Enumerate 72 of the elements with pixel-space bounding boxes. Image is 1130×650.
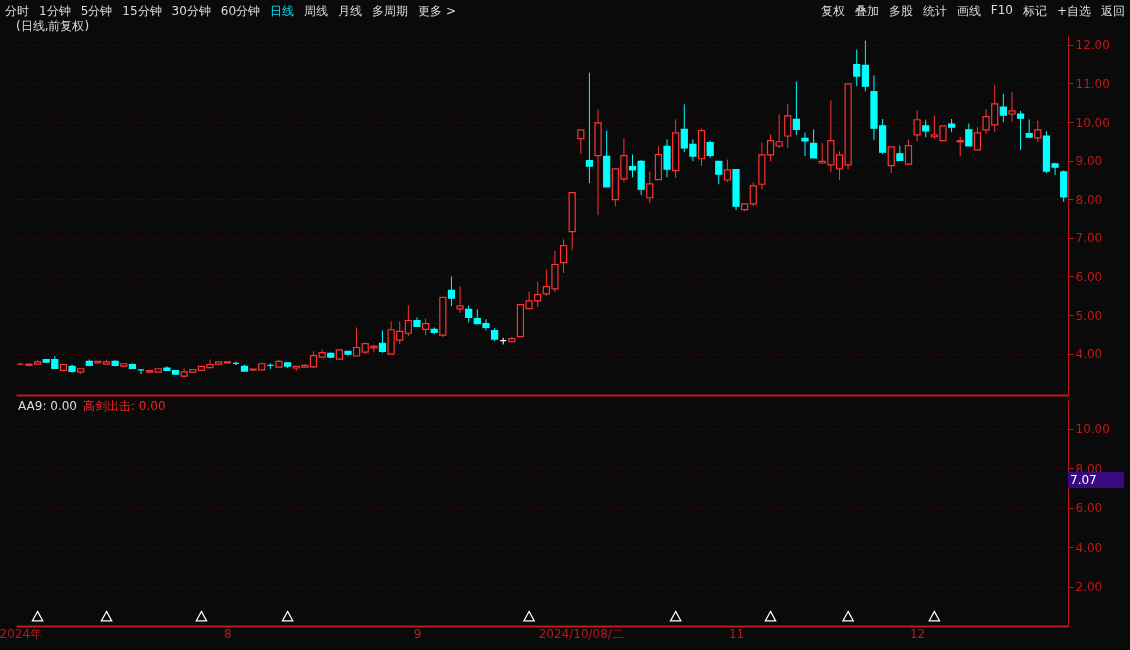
candlestick: [577, 129, 585, 155]
candlestick: [887, 146, 895, 174]
y-tick-label: 8.00: [1075, 192, 1103, 207]
text: 7.07: [1068, 472, 1124, 488]
annotation: 高剑出击: 0.00: [82, 399, 166, 413]
candlestick: [973, 126, 982, 151]
candlestick: [801, 132, 809, 157]
candlestick: [352, 326, 361, 357]
y-tick-label: 10.00: [1075, 115, 1110, 130]
y-tick-label: 4.00: [1075, 347, 1103, 362]
candlestick: [1008, 91, 1016, 122]
text: 返回: [1100, 3, 1126, 20]
candlestick: [853, 49, 861, 87]
candlestick: [749, 181, 757, 207]
candlestick: [999, 93, 1007, 123]
annotation: AA9: 0.00: [18, 399, 77, 413]
candlestick: [1016, 110, 1025, 151]
text: 多股: [887, 3, 914, 20]
y-tick-label: 12.00: [1075, 38, 1110, 53]
text: +自选: [1055, 3, 1092, 20]
text: 多周期: [371, 3, 410, 20]
y-tick-label: 10.00: [1075, 422, 1110, 437]
text: 标记: [1021, 3, 1048, 20]
y-tick-label: 4.00: [1075, 540, 1103, 555]
text: 更多 >: [417, 3, 457, 20]
text: F10: [989, 2, 1014, 19]
candlestick: [1034, 120, 1042, 143]
candlestick: [896, 145, 904, 162]
candlestick: [404, 304, 412, 337]
x-tick-label: 9: [413, 626, 422, 641]
candlestick: [965, 123, 973, 147]
candlestick: [559, 238, 568, 274]
text: 30分钟: [170, 3, 212, 20]
candlestick: [904, 138, 913, 166]
text: 月线: [337, 3, 364, 20]
text: 15分钟: [121, 3, 163, 20]
x-tick-label: 12: [909, 626, 926, 641]
candlestick: [585, 72, 594, 184]
x-tick-label: 8: [223, 626, 232, 641]
candlestick: [861, 40, 869, 92]
text: 日线: [269, 3, 296, 20]
candlestick: [447, 275, 456, 307]
y-tick-label: 7.00: [1075, 231, 1103, 246]
text: 60分钟: [219, 3, 262, 20]
candlestick: [784, 103, 792, 149]
text: 分时: [4, 3, 30, 20]
candlestick: [792, 81, 800, 136]
text: 叠加: [853, 3, 880, 20]
candlestick: [715, 160, 723, 185]
candlestick: [723, 159, 732, 183]
text: 画线: [955, 3, 982, 20]
candlestick: [663, 138, 671, 178]
text: 周线: [303, 3, 330, 20]
y-tick-label: 9.00: [1075, 154, 1103, 169]
y-tick-label: 5.00: [1075, 308, 1103, 323]
y-tick-label: 6.00: [1075, 269, 1103, 284]
x-tick-label: 2024/10/08/二: [538, 626, 624, 641]
candlestick: [456, 286, 464, 314]
y-tick-label: 2.00: [1075, 580, 1103, 595]
text: 统计: [921, 3, 948, 20]
y-tick-label: 6.00: [1075, 501, 1103, 516]
x-tick-label: 11: [728, 626, 745, 641]
candlestick: [378, 330, 387, 354]
text: 1分钟: [38, 3, 72, 20]
y-tick-label: 11.00: [1075, 76, 1110, 91]
x-tick-label: 2024年: [0, 626, 43, 641]
text: 复权: [819, 3, 846, 20]
text: 5分钟: [79, 3, 114, 20]
chart-title: (日线,前复权): [16, 19, 90, 33]
candlestick: [646, 170, 654, 204]
candlestick: [810, 128, 818, 159]
candlestick: [913, 110, 921, 142]
